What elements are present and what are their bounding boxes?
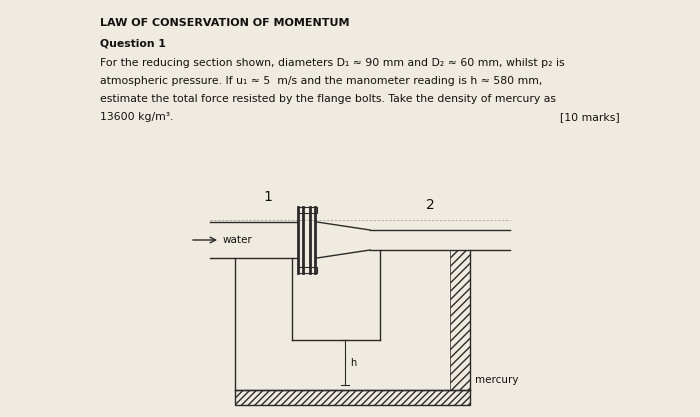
Bar	[298, 207, 317, 213]
Text: Question 1: Question 1	[100, 38, 166, 48]
Text: [10 marks]: [10 marks]	[560, 112, 620, 122]
Text: 13600 kg/m³.: 13600 kg/m³.	[100, 112, 174, 122]
Text: LAW OF CONSERVATION OF MOMENTUM: LAW OF CONSERVATION OF MOMENTUM	[100, 18, 349, 28]
Text: estimate the total force resisted by the flange bolts. Take the density of mercu: estimate the total force resisted by the…	[100, 94, 556, 104]
Text: 2: 2	[426, 198, 435, 212]
Text: atmospheric pressure. If u₁ ≈ 5  m/s and the manometer reading is h ≈ 580 mm,: atmospheric pressure. If u₁ ≈ 5 m/s and …	[100, 76, 542, 86]
Bar	[235, 390, 470, 405]
Text: h: h	[350, 357, 356, 367]
Text: mercury: mercury	[475, 375, 519, 385]
Bar	[450, 250, 470, 390]
Bar	[298, 267, 317, 273]
Text: water: water	[223, 235, 253, 245]
Text: For the reducing section shown, diameters D₁ ≈ 90 mm and D₂ ≈ 60 mm, whilst p₂ i: For the reducing section shown, diameter…	[100, 58, 565, 68]
Text: 1: 1	[264, 190, 272, 204]
